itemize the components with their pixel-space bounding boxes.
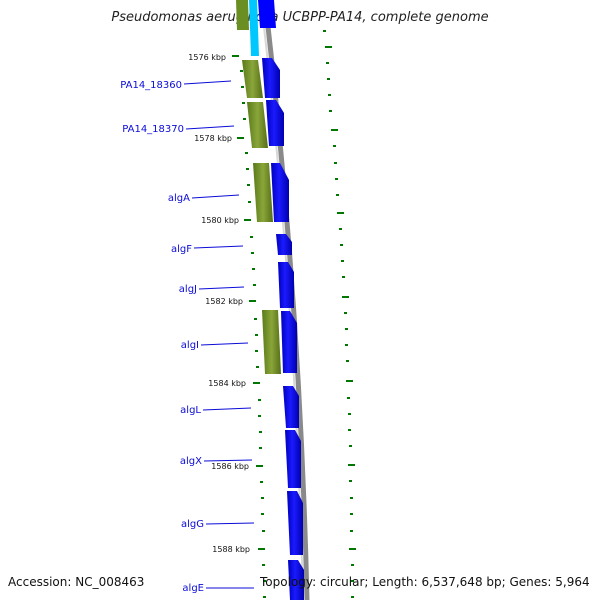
- gene-label-algx[interactable]: algX: [180, 456, 202, 467]
- outer-ticks: [323, 30, 356, 598]
- kbp-label-1584: 1584 kbp: [208, 379, 246, 388]
- cds-pa14-18360: [262, 58, 280, 98]
- kbp-labels: 1576 kbp 1578 kbp 1580 kbp 1582 kbp 1584…: [188, 53, 250, 554]
- gene-label-pa14-18370[interactable]: PA14_18370: [122, 124, 184, 135]
- cds-alge: [288, 560, 304, 600]
- page-title: Pseudomonas aeruginosa UCBPP-PA14, compl…: [111, 10, 489, 25]
- gene-label-algl[interactable]: algL: [180, 405, 201, 416]
- gene-label-algf[interactable]: algF: [171, 244, 192, 255]
- kbp-label-1576: 1576 kbp: [188, 53, 226, 62]
- cds-pa14-18370: [266, 100, 284, 146]
- cds-algi: [281, 311, 297, 373]
- cds-features: [262, 58, 304, 600]
- kbp-label-1586: 1586 kbp: [211, 462, 249, 471]
- cds-algx: [285, 430, 301, 488]
- top-features: [236, 0, 276, 56]
- accession-text: Accession: NC_008463: [8, 575, 145, 589]
- gene-label-algj[interactable]: algJ: [179, 284, 197, 295]
- kbp-label-1580: 1580 kbp: [201, 216, 239, 225]
- kbp-label-1588: 1588 kbp: [212, 545, 250, 554]
- cds-algf: [276, 234, 292, 255]
- cds-algj: [278, 262, 294, 308]
- gene-label-algg[interactable]: algG: [181, 519, 204, 530]
- kbp-ticks: [232, 55, 266, 598]
- gene-feature-alga: [253, 163, 273, 222]
- gene-leaders: [183, 80, 255, 589]
- cds-algg: [287, 491, 303, 555]
- cds-alga: [271, 163, 289, 222]
- gene-label-alga[interactable]: algA: [168, 193, 190, 204]
- kbp-label-1578: 1578 kbp: [194, 134, 232, 143]
- gene-label-alge[interactable]: algE: [182, 583, 204, 594]
- gene-features: [242, 60, 281, 374]
- gene-label-algi[interactable]: algI: [181, 340, 199, 351]
- gene-feature-pa14-18370: [247, 102, 268, 148]
- gene-labels: PA14_18360 PA14_18370 algA algF algJ alg…: [120, 80, 204, 594]
- gene-feature-algi: [262, 310, 281, 374]
- topology-text: Topology: circular; Length: 6,537,648 bp…: [260, 575, 590, 589]
- gene-feature-pa14-18360: [242, 60, 263, 98]
- cds-algl: [283, 386, 299, 428]
- kbp-label-1582: 1582 kbp: [205, 297, 243, 306]
- gene-label-pa14-18360[interactable]: PA14_18360: [120, 80, 182, 91]
